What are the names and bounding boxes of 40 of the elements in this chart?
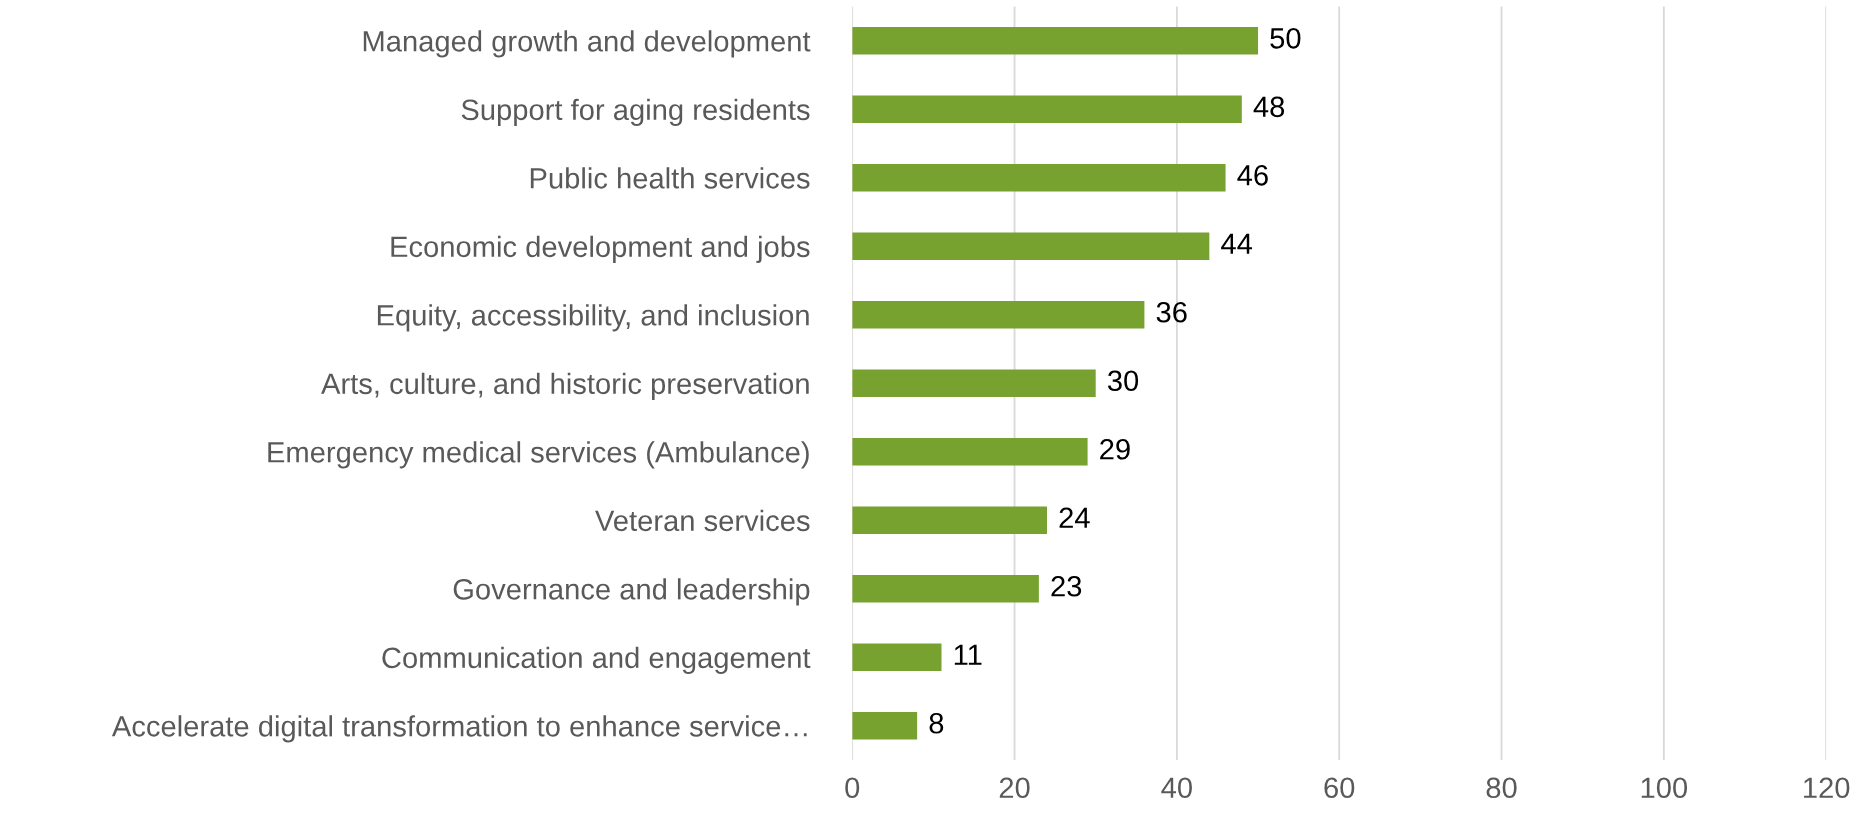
y-tick-label: Support for aging residents — [461, 98, 810, 126]
data-label: 8 — [929, 712, 944, 734]
y-tick-label: Economic development and jobs — [391, 235, 810, 263]
data-label: 46 — [1237, 164, 1268, 186]
y-tick-label: Public health services — [530, 167, 810, 189]
bar — [852, 575, 1039, 603]
data-label: 29 — [1100, 438, 1130, 460]
bar — [852, 95, 1242, 123]
bar — [852, 232, 1210, 260]
y-tick-label: Accelerate digital transformation to enhance service… — [111, 715, 807, 743]
data-label: 24 — [1059, 507, 1090, 528]
x-tick-label: 60 — [1324, 777, 1355, 799]
bar — [852, 164, 1226, 192]
data-label: 36 — [1156, 301, 1187, 323]
data-label: 44 — [1221, 233, 1253, 254]
x-tick-label: 0 — [845, 777, 860, 799]
data-label: 23 — [1051, 575, 1082, 597]
y-tick-label: Communication and engagement — [382, 646, 811, 674]
bar — [852, 506, 1048, 534]
bar — [852, 369, 1096, 397]
y-tick-label: Governance and leadership — [453, 578, 810, 606]
data-label: 11 — [954, 644, 982, 665]
data-label: 48 — [1253, 96, 1285, 118]
x-tick-label: 120 — [1804, 777, 1850, 799]
y-tick-label: Managed growth and development — [363, 30, 811, 58]
x-tick-label: 40 — [1161, 777, 1192, 799]
bar — [852, 712, 918, 740]
y-tick-label: Arts, culture, and historic preservation — [321, 372, 809, 400]
x-tick-label: 100 — [1641, 777, 1688, 799]
bar — [852, 643, 942, 671]
y-tick-label: Emergency medical services (Ambulance) — [268, 441, 809, 469]
data-label: 50 — [1270, 27, 1301, 49]
y-tick-label: Equity, accessibility, and inclusion — [377, 304, 809, 332]
x-tick-label: 20 — [999, 777, 1030, 799]
bar — [852, 438, 1088, 466]
y-tick-label: Veteran services — [595, 509, 810, 532]
data-label: 30 — [1107, 370, 1139, 392]
bar — [852, 301, 1145, 329]
bar — [852, 27, 1259, 55]
x-tick-label: 80 — [1486, 777, 1517, 799]
